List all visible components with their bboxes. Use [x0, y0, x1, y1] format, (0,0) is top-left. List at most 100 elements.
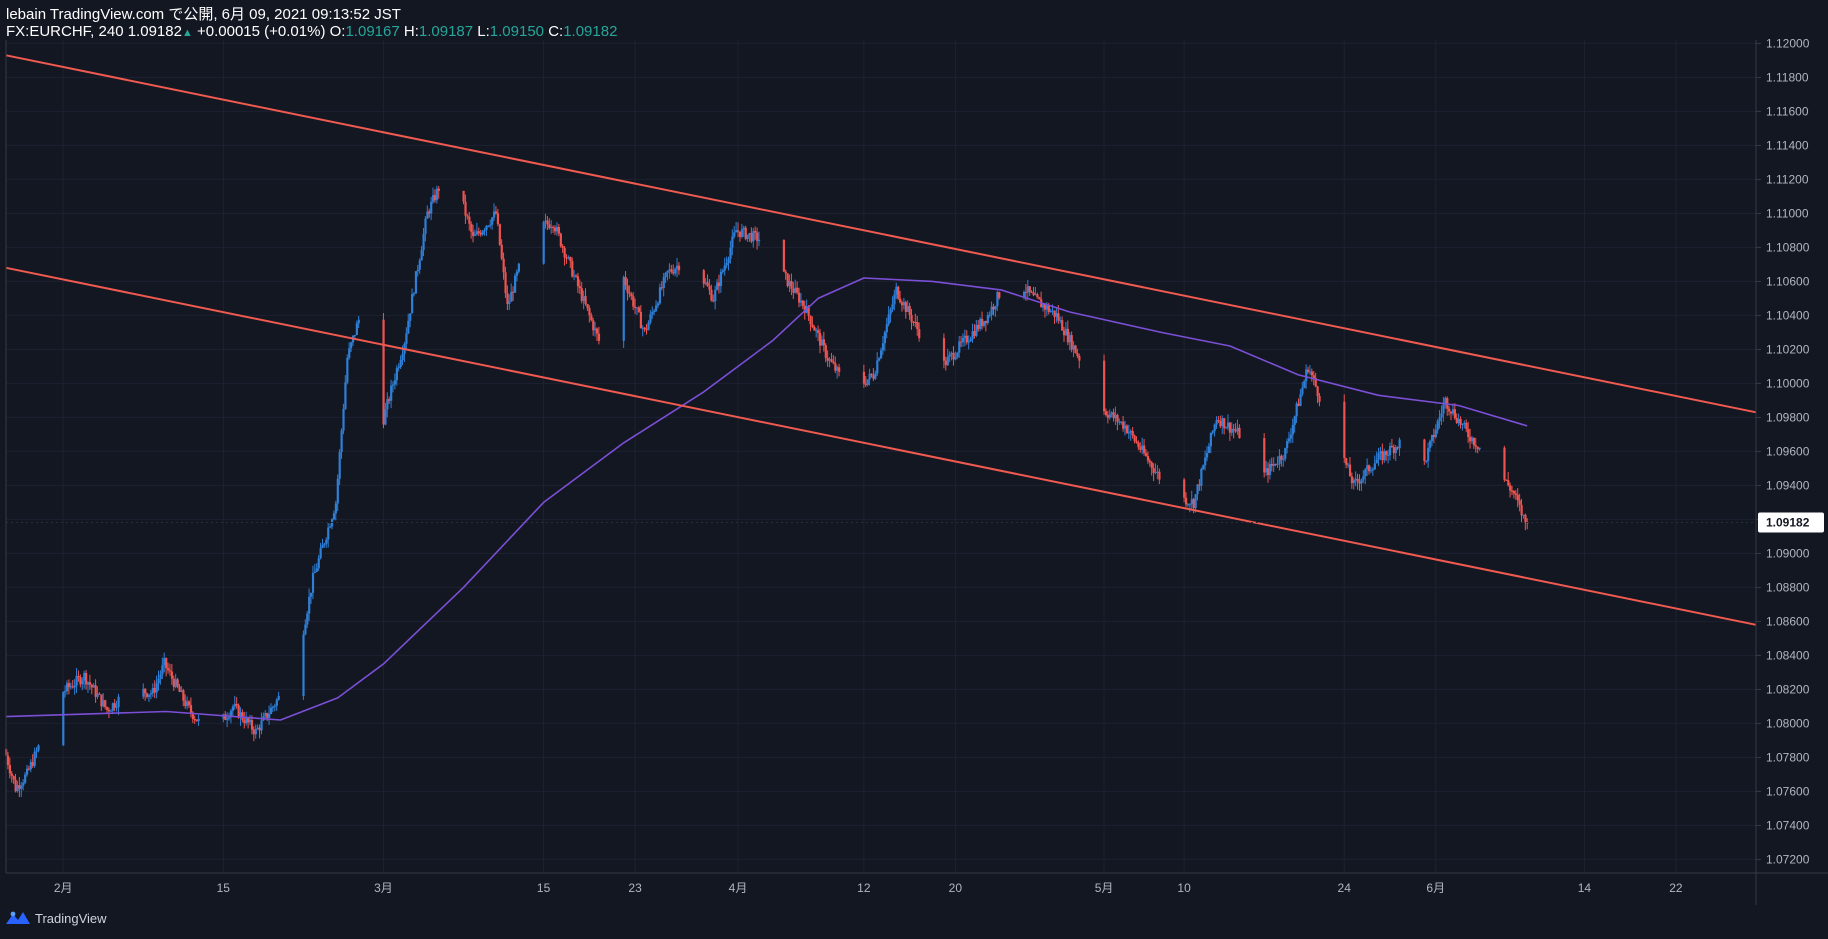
candle-body	[643, 327, 646, 330]
candle-body	[1505, 479, 1508, 481]
candle-body	[1120, 421, 1123, 423]
candle-body	[310, 592, 313, 597]
candle-body	[167, 668, 170, 671]
candle-body	[27, 768, 31, 770]
price-tick-label: 1.10800	[1766, 240, 1810, 254]
candle-body	[1307, 369, 1310, 373]
candle-body	[1379, 451, 1382, 454]
candle-body	[1066, 328, 1070, 343]
candle-body	[1143, 445, 1146, 454]
candle-body	[1045, 305, 1049, 310]
candle-body	[1425, 460, 1428, 462]
candle-body	[104, 700, 107, 708]
symbol-label[interactable]: FX:EURCHF, 240	[6, 23, 124, 40]
candle-body	[822, 339, 826, 346]
candle-body	[1512, 491, 1516, 494]
tradingview-footer[interactable]: TradingView	[5, 910, 107, 926]
time-tick-label: 15	[537, 881, 551, 895]
candle-body	[1217, 420, 1220, 422]
time-axis: 2月 15 3月 15 23 4月 12 20 5月 10 24 6月 14 22	[54, 881, 1683, 895]
candle-body	[64, 691, 67, 693]
candle-body	[672, 271, 675, 274]
candle-body	[147, 694, 151, 697]
candle-body	[195, 719, 198, 722]
candle-body	[597, 333, 601, 341]
candle-body	[275, 699, 278, 706]
candle-body	[984, 320, 988, 324]
price-tick-label: 1.07800	[1766, 750, 1810, 764]
candle-body	[81, 680, 84, 685]
candle-body	[399, 359, 402, 368]
candle-body	[1183, 479, 1186, 498]
candle-body	[407, 320, 410, 334]
candle-body	[422, 233, 425, 251]
candle-body	[317, 558, 320, 569]
candle-body	[1388, 446, 1392, 455]
candle-body	[1263, 438, 1266, 473]
candle-body	[1226, 422, 1230, 428]
candle-body	[432, 195, 435, 202]
candle-body	[264, 713, 267, 717]
candle-body	[887, 314, 890, 325]
candle-body	[656, 303, 660, 306]
price-tick-label: 1.07200	[1766, 852, 1810, 866]
candle-body	[757, 239, 761, 242]
candle-body	[748, 233, 751, 235]
candle-body	[1392, 447, 1395, 454]
candle-body	[8, 764, 12, 774]
candle-body	[784, 271, 787, 274]
candle-body	[268, 713, 271, 718]
candle-body	[1190, 499, 1193, 505]
candle-body	[1352, 480, 1355, 484]
candle-body	[332, 513, 336, 520]
candle-body	[811, 324, 814, 327]
candle-body	[24, 774, 27, 783]
time-tick-label: 12	[857, 881, 871, 895]
candle-body	[182, 690, 185, 701]
candle-body	[590, 315, 593, 321]
candle-body	[916, 322, 919, 330]
candle-body	[635, 307, 639, 309]
high-label: H:	[403, 23, 419, 40]
candle-body	[1024, 291, 1028, 293]
candle-body	[893, 294, 896, 305]
candle-body	[649, 314, 652, 323]
candle-body	[1221, 418, 1224, 427]
candle-body	[1278, 455, 1281, 464]
candle-body	[735, 230, 738, 233]
candle-body	[20, 785, 23, 789]
candle-body	[794, 287, 797, 293]
candle-body	[1432, 434, 1436, 437]
candle-body	[306, 613, 309, 625]
price-tick-label: 1.09400	[1766, 478, 1810, 492]
candle-body	[1398, 439, 1401, 449]
candle-body	[1385, 451, 1388, 456]
candle-body	[1369, 470, 1373, 472]
candle-body	[334, 503, 337, 514]
candle-body	[14, 779, 17, 792]
candle-body	[655, 305, 658, 311]
candle-body	[799, 300, 803, 303]
candle-body	[35, 750, 38, 752]
candle-body	[1194, 494, 1197, 509]
high-value: 1.09187	[418, 23, 474, 40]
candle-body	[1436, 421, 1439, 431]
channel-trendline	[5, 266, 1757, 626]
candle-body	[1289, 434, 1293, 439]
candle-body	[1074, 345, 1077, 354]
candle-body	[1185, 497, 1188, 505]
candle-body	[226, 718, 229, 720]
channel-trendline	[5, 54, 1757, 414]
price-chart[interactable]: 1.12000 1.11800 1.11600 1.11400 1.11200 1.110…	[0, 0, 1828, 905]
candle-body	[725, 263, 728, 266]
candle-body	[115, 707, 118, 709]
candle-body	[260, 720, 263, 731]
candle-body	[1383, 451, 1386, 461]
chart-grid	[6, 40, 1756, 873]
candle-body	[1202, 465, 1205, 470]
candle-body	[142, 688, 145, 697]
candle-body	[1070, 335, 1073, 350]
candle-body	[437, 188, 440, 191]
candle-body	[1103, 360, 1106, 412]
candle-body	[111, 703, 114, 711]
